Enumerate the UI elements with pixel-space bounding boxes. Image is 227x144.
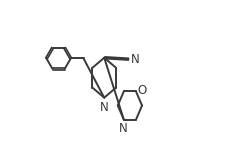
Text: N: N (131, 53, 140, 66)
Text: N: N (119, 122, 128, 135)
Text: N: N (100, 101, 109, 114)
Text: O: O (138, 84, 147, 97)
